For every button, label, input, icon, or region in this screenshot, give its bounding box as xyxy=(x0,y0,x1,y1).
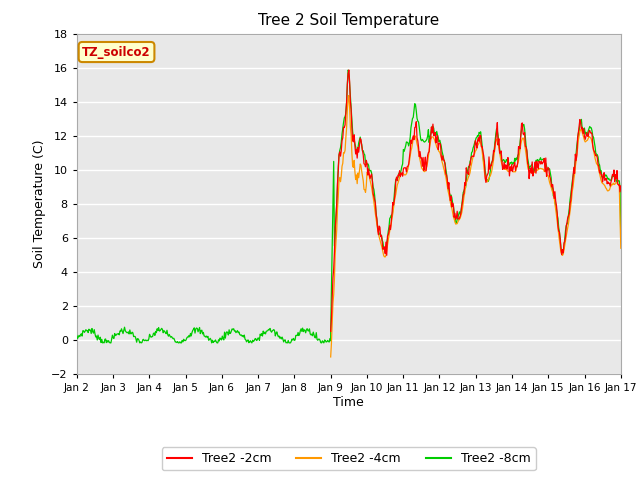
X-axis label: Time: Time xyxy=(333,396,364,409)
Legend: Tree2 -2cm, Tree2 -4cm, Tree2 -8cm: Tree2 -2cm, Tree2 -4cm, Tree2 -8cm xyxy=(162,447,536,470)
Y-axis label: Soil Temperature (C): Soil Temperature (C) xyxy=(33,140,45,268)
Text: TZ_soilco2: TZ_soilco2 xyxy=(82,46,151,59)
Title: Tree 2 Soil Temperature: Tree 2 Soil Temperature xyxy=(258,13,440,28)
